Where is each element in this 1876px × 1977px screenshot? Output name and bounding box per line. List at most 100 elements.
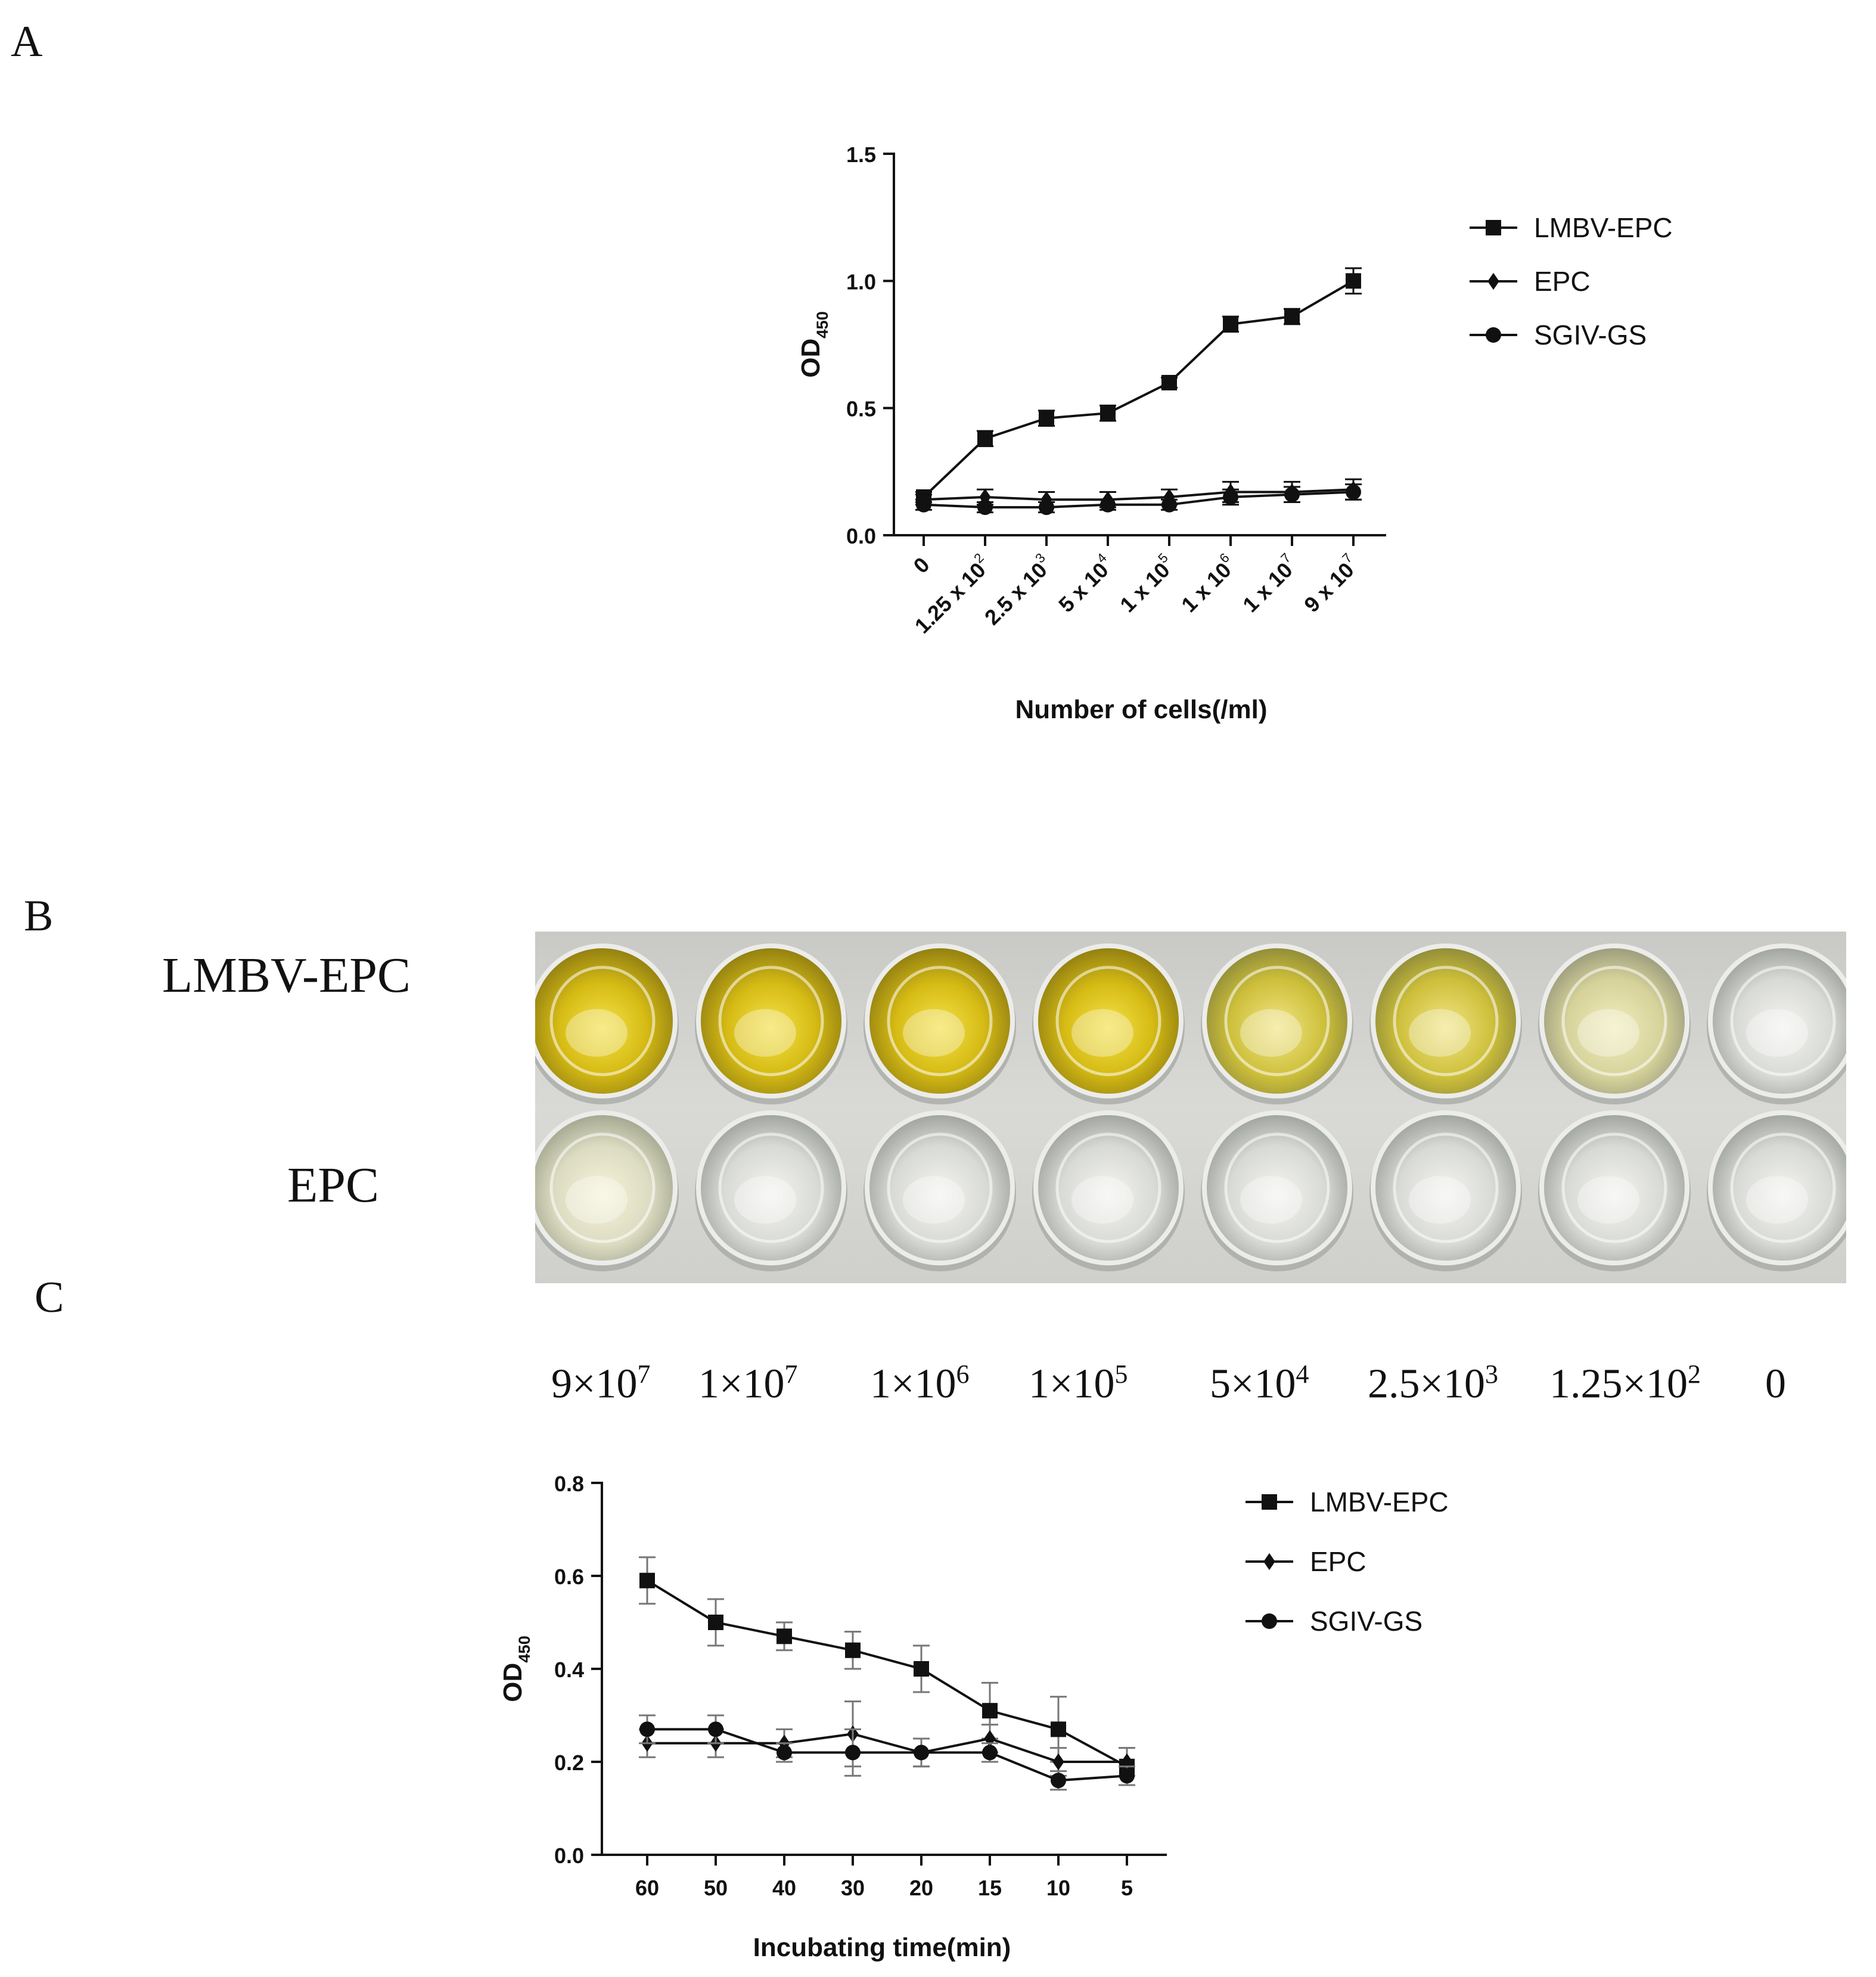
chart-c-line-sgiv-gs bbox=[647, 1728, 1128, 1782]
plate-photo bbox=[535, 932, 1846, 1283]
chart-c-legend-label-0: LMBV-EPC bbox=[1310, 1486, 1449, 1517]
row-label-epc: EPC bbox=[287, 1157, 380, 1213]
chart-a-point-lmbv-epc-6 bbox=[1284, 309, 1300, 325]
chart-a-x-tick-label-5: 1 x 106 bbox=[1175, 550, 1241, 617]
chart-c-line-lmbv-epc bbox=[646, 1579, 1128, 1768]
chart-a-x-axis-title: Number of cells(/ml) bbox=[1015, 695, 1268, 724]
well-top-4 bbox=[1032, 944, 1185, 1104]
concentration-label-1: 9×107 bbox=[551, 1360, 651, 1407]
chart-a-series-lmbv-epc bbox=[915, 267, 1362, 505]
chart-a-point-sgiv-gs-6 bbox=[1284, 486, 1300, 502]
chart-c-x-tick-label-3: 30 bbox=[841, 1876, 865, 1900]
well-top-5 bbox=[1201, 944, 1353, 1104]
concentration-label-8: 0 bbox=[1765, 1361, 1786, 1407]
well-bottom-8 bbox=[1707, 1110, 1846, 1271]
chart-c-point-lmbv-epc-5 bbox=[982, 1703, 998, 1719]
chart-c-point-sgiv-gs-4 bbox=[914, 1745, 929, 1761]
chart-a-point-lmbv-epc-5 bbox=[1223, 316, 1238, 332]
chart-c-x-axis-title: Incubating time(min) bbox=[753, 1933, 1011, 1962]
chart-a-point-sgiv-gs-2 bbox=[1039, 499, 1054, 516]
chart-a-line-sgiv-gs bbox=[923, 491, 1354, 509]
concentration-label-6: 2.5×103 bbox=[1368, 1360, 1498, 1407]
chart-a-x-tick-label-3: 5 x 104 bbox=[1052, 550, 1119, 617]
chart-a-x-tick-label-7: 9 x 107 bbox=[1297, 550, 1364, 617]
chart-c-legend-item-epc: EPC bbox=[1246, 1546, 1366, 1577]
chart-c-x-tick-label-5: 15 bbox=[978, 1876, 1002, 1900]
chart-a-legend-label-1: EPC bbox=[1534, 266, 1591, 297]
chart-a-x-tick-label-0: 0 bbox=[909, 553, 934, 578]
chart-c-point-lmbv-epc-3 bbox=[845, 1642, 861, 1658]
chart-a-y-tick-label-2: 1.0 bbox=[846, 269, 876, 294]
chart-c-y-axis-title: OD450 bbox=[498, 1635, 533, 1702]
chart-a-point-lmbv-epc-3 bbox=[1100, 405, 1116, 421]
chart-a-line-epc bbox=[923, 488, 1354, 501]
chart-c-point-lmbv-epc-0 bbox=[639, 1572, 655, 1588]
chart-a-legend-marker-0 bbox=[1486, 220, 1501, 235]
concentration-label-5: 5×104 bbox=[1210, 1360, 1309, 1407]
well-bottom-3 bbox=[864, 1110, 1016, 1271]
chart-c-legend-item-lmbv-epc: LMBV-EPC bbox=[1246, 1486, 1449, 1517]
chart-a-line-lmbv-epc bbox=[923, 280, 1355, 498]
chart-a-legend-item-sgiv-gs: SGIV-GS bbox=[1470, 319, 1647, 350]
chart-c-y-tick-label-2: 0.4 bbox=[554, 1658, 584, 1682]
chart-c-legend-label-2: SGIV-GS bbox=[1310, 1606, 1422, 1637]
panel-letter-c: C bbox=[35, 1273, 64, 1322]
panel-letter-a: A bbox=[11, 17, 43, 66]
chart-c-y-tick-label-0: 0.0 bbox=[554, 1843, 584, 1868]
concentration-label-3: 1×106 bbox=[870, 1360, 970, 1407]
chart-c-x-tick-label-7: 5 bbox=[1121, 1876, 1133, 1900]
chart-c-y-tick-label-4: 0.8 bbox=[554, 1472, 584, 1496]
concentration-label-2: 1×107 bbox=[698, 1360, 798, 1407]
well-top-3 bbox=[864, 944, 1016, 1104]
chart-c-series-lmbv-epc bbox=[639, 1556, 1135, 1786]
well-top-7 bbox=[1538, 944, 1691, 1104]
chart-a-y-tick-label-1: 0.5 bbox=[846, 397, 876, 421]
chart-a-legend-label-2: SGIV-GS bbox=[1534, 319, 1647, 350]
chart-a-legend-label-0: LMBV-EPC bbox=[1534, 212, 1673, 243]
chart-a-point-sgiv-gs-4 bbox=[1161, 496, 1177, 513]
chart-c-point-sgiv-gs-1 bbox=[708, 1721, 723, 1737]
chart-c-y-tick-label-3: 0.6 bbox=[554, 1565, 584, 1589]
chart-a-legend-item-lmbv-epc: LMBV-EPC bbox=[1470, 212, 1673, 243]
well-bottom-5 bbox=[1201, 1110, 1353, 1271]
chart-a-y-tick-label-0: 0.0 bbox=[846, 524, 876, 548]
chart-a-legend-marker-2 bbox=[1486, 327, 1501, 343]
chart-a-x-tick-label-2: 2.5 x 103 bbox=[977, 550, 1057, 629]
chart-c-point-sgiv-gs-6 bbox=[1051, 1773, 1066, 1789]
chart-a-point-sgiv-gs-5 bbox=[1223, 489, 1238, 505]
well-top-2 bbox=[695, 944, 847, 1104]
chart-c-x-tick-label-0: 60 bbox=[635, 1876, 659, 1900]
chart-c-point-sgiv-gs-2 bbox=[777, 1745, 792, 1761]
chart-c-y-tick-label-1: 0.2 bbox=[554, 1751, 584, 1775]
chart-a-series-sgiv-gs bbox=[915, 483, 1362, 516]
chart-c-point-epc-6 bbox=[1052, 1753, 1064, 1771]
well-bottom-2 bbox=[695, 1110, 847, 1271]
chart-a-legend-item-epc: EPC bbox=[1470, 266, 1591, 297]
chart-c: 0.0 0.2 0.4 0.6 0.8 60 50 40 30 20 15 10 5 Incubating… bbox=[498, 1472, 1449, 1962]
chart-a-point-sgiv-gs-0 bbox=[916, 496, 931, 513]
chart-a-legend-marker-1 bbox=[1487, 272, 1499, 290]
chart-c-legend-marker-1 bbox=[1263, 1553, 1275, 1571]
concentration-label-4: 1×105 bbox=[1029, 1360, 1128, 1407]
chart-a-point-lmbv-epc-4 bbox=[1161, 375, 1177, 390]
chart-c-point-lmbv-epc-1 bbox=[708, 1615, 723, 1630]
chart-c-x-tick-label-6: 10 bbox=[1046, 1876, 1070, 1900]
chart-c-series-sgiv-gs bbox=[639, 1714, 1135, 1791]
chart-c-point-lmbv-epc-2 bbox=[777, 1628, 792, 1644]
panel-letter-b: B bbox=[24, 892, 54, 941]
well-bottom-7 bbox=[1538, 1110, 1691, 1271]
well-top-6 bbox=[1369, 944, 1522, 1104]
chart-c-x-tick-label-4: 20 bbox=[909, 1876, 933, 1900]
chart-c-legend-marker-0 bbox=[1262, 1494, 1277, 1510]
chart-c-legend-item-sgiv-gs: SGIV-GS bbox=[1246, 1606, 1422, 1637]
chart-a-y-axis-title: OD450 bbox=[796, 311, 831, 378]
chart-a-y-tick-label-3: 1.5 bbox=[846, 142, 876, 167]
row-label-lmbv-epc: LMBV-EPC bbox=[162, 948, 411, 1003]
chart-a-point-sgiv-gs-1 bbox=[977, 499, 993, 516]
chart-a-point-sgiv-gs-7 bbox=[1346, 484, 1361, 500]
chart-c-point-epc-5 bbox=[984, 1730, 996, 1748]
chart-a-point-epc-1 bbox=[979, 488, 991, 506]
chart-a-point-lmbv-epc-2 bbox=[1039, 410, 1054, 426]
chart-c-point-sgiv-gs-5 bbox=[982, 1745, 998, 1761]
